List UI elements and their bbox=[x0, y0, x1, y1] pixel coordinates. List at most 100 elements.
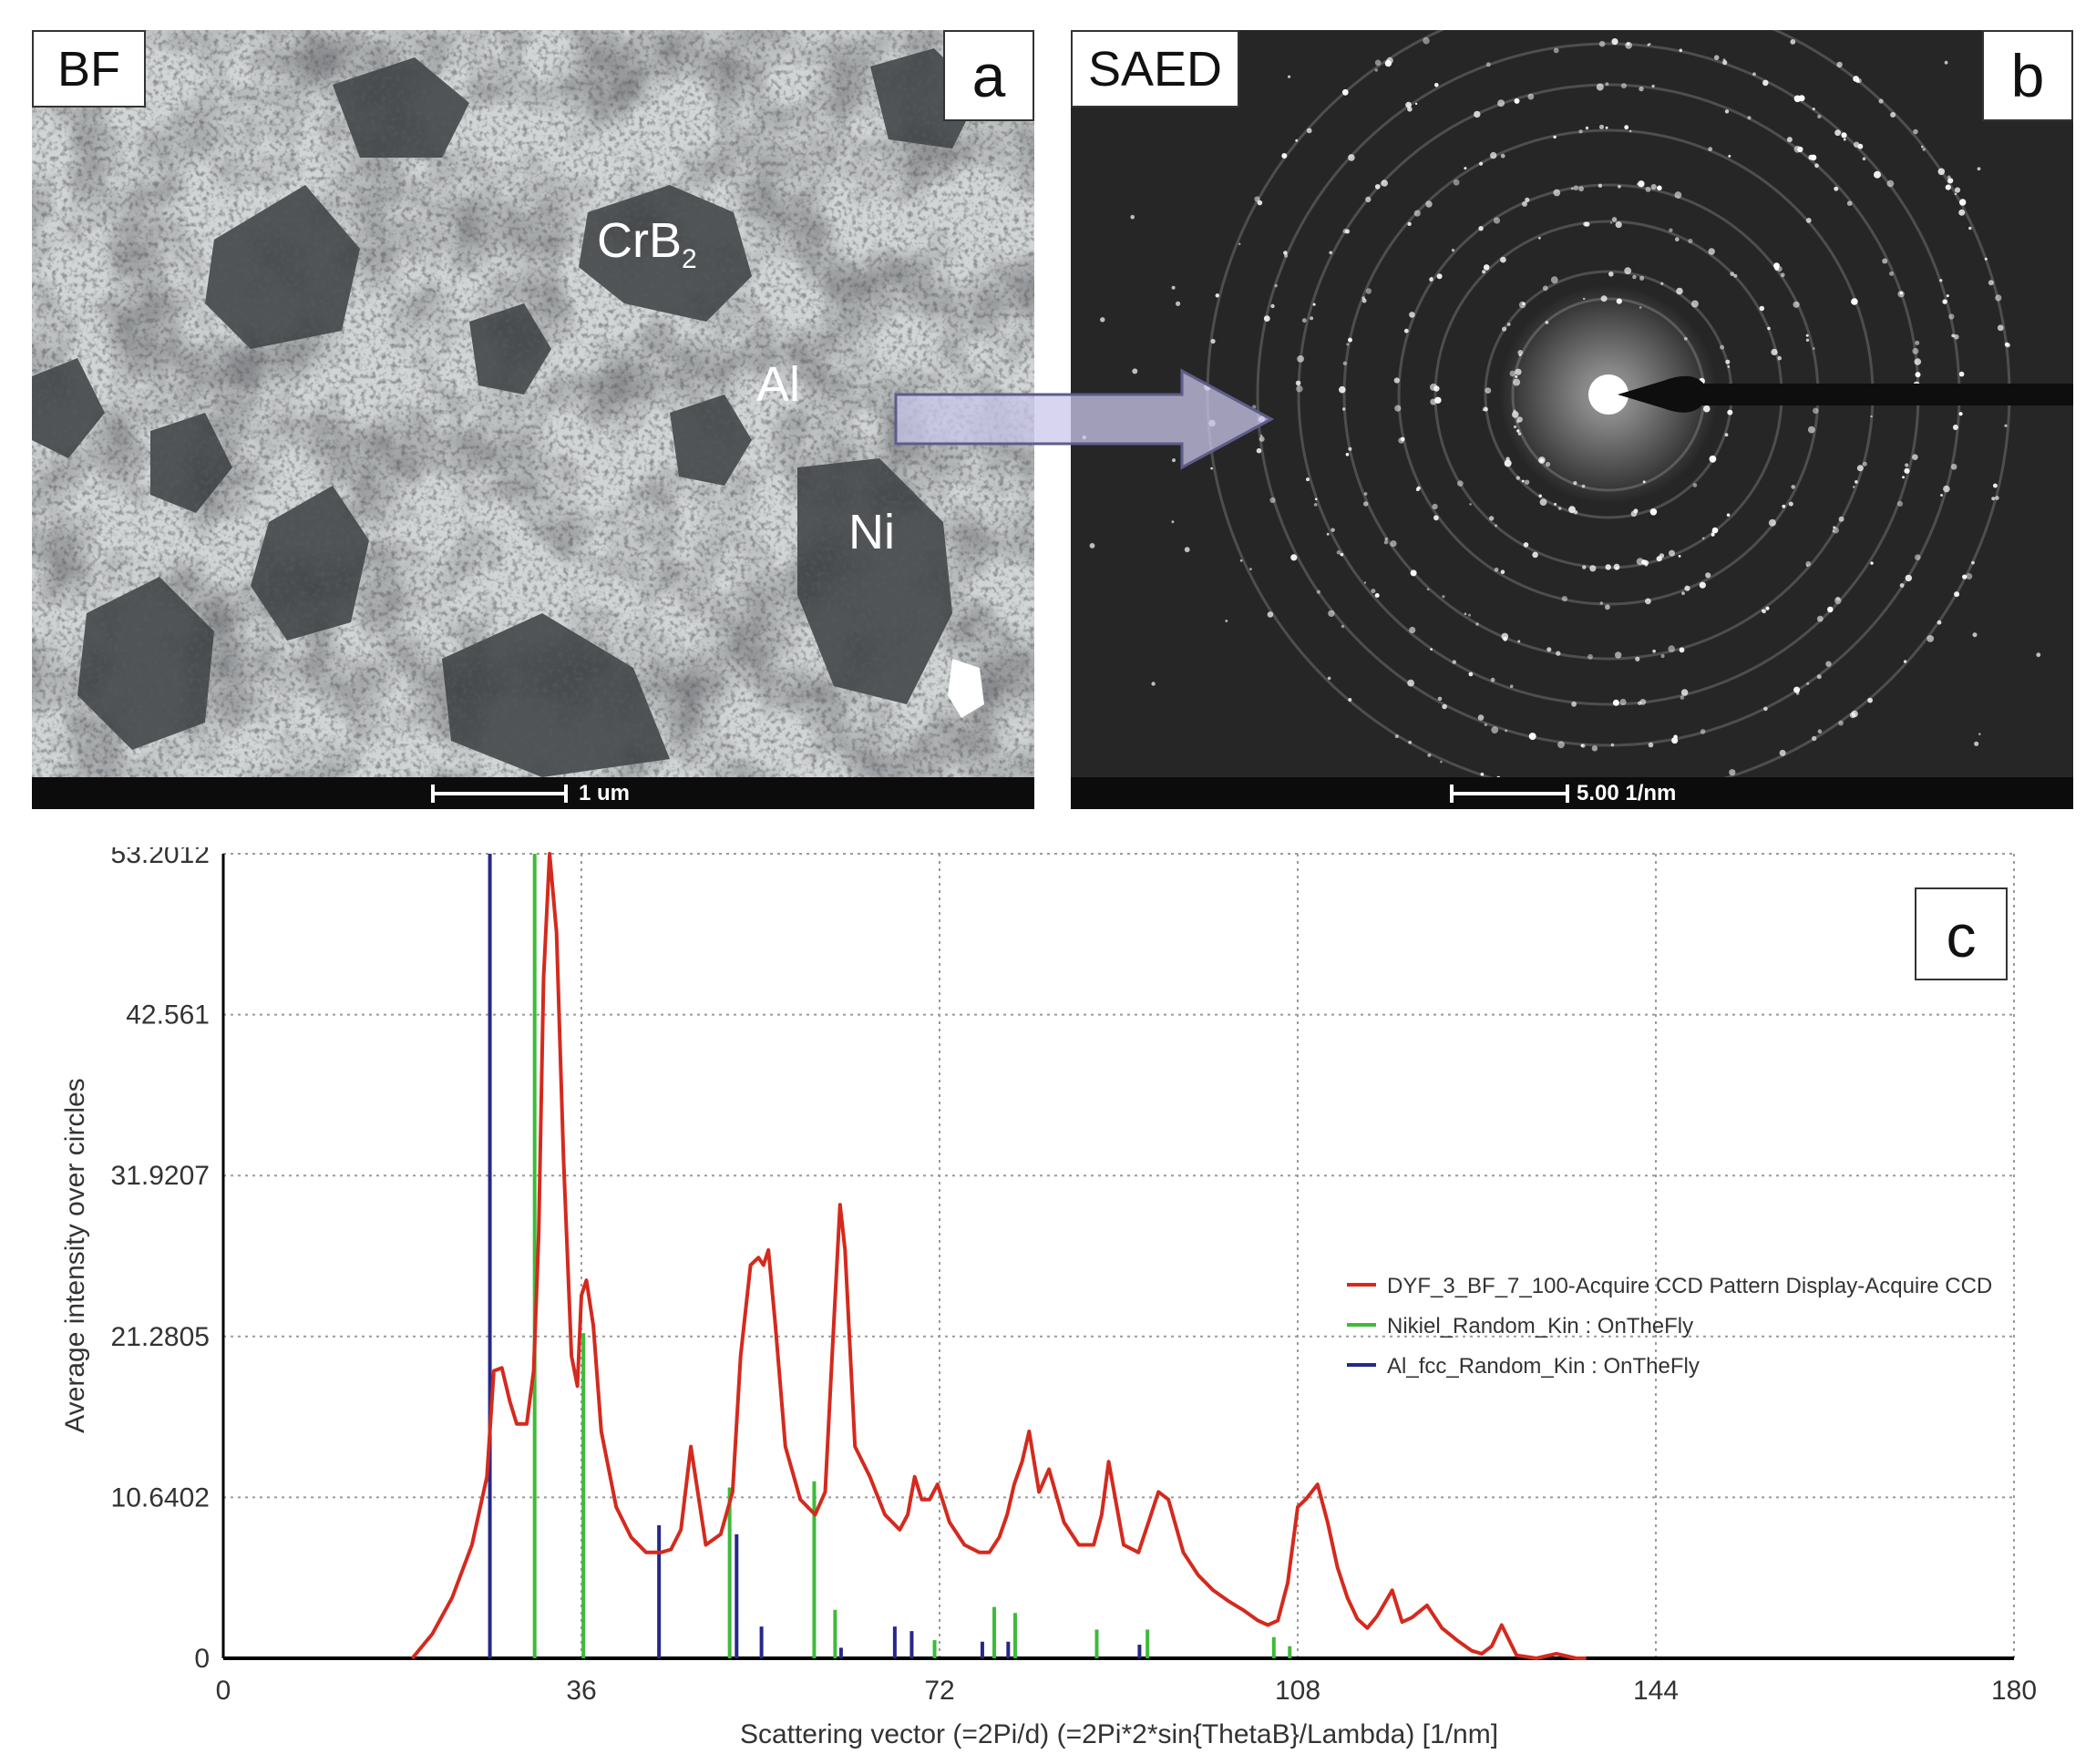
diffraction-spot bbox=[1611, 38, 1618, 46]
diffraction-spot bbox=[1252, 405, 1257, 409]
diffraction-spot bbox=[1765, 606, 1770, 610]
diffraction-spot bbox=[1914, 358, 1922, 365]
y-tick-label: 10.6402 bbox=[111, 1482, 210, 1513]
diffraction-spot bbox=[1812, 735, 1817, 742]
diffraction-spot bbox=[1434, 396, 1442, 404]
diffraction-spot bbox=[1853, 76, 1859, 82]
diffraction-spot bbox=[1768, 518, 1776, 527]
diffraction-spot bbox=[1649, 508, 1658, 516]
diffraction-spot bbox=[1942, 299, 1947, 304]
diffraction-spot bbox=[1922, 148, 1926, 151]
diffraction-spot bbox=[1480, 772, 1485, 776]
diffraction-spot bbox=[1578, 186, 1584, 192]
diffraction-spot bbox=[1915, 554, 1921, 560]
diffraction-spot bbox=[1874, 170, 1881, 179]
panel-c-letter: c bbox=[1947, 902, 1977, 969]
x-tick-label: 144 bbox=[1633, 1676, 1679, 1706]
diffraction-spot bbox=[1636, 183, 1639, 186]
diffraction-spot bbox=[1210, 338, 1216, 344]
diffraction-spot bbox=[1812, 108, 1815, 111]
diffraction-spot bbox=[1464, 612, 1467, 615]
diffraction-spot bbox=[1528, 733, 1536, 741]
diffraction-spot bbox=[1671, 737, 1679, 744]
diffraction-spot bbox=[1437, 696, 1443, 702]
diffraction-spot bbox=[1805, 560, 1812, 567]
diffraction-spot bbox=[1878, 98, 1884, 104]
diffraction-spot bbox=[1314, 497, 1318, 501]
diffraction-spot bbox=[1518, 301, 1526, 309]
diffraction-spot bbox=[1100, 317, 1105, 323]
diffraction-spot bbox=[1762, 609, 1764, 612]
diffraction-spot bbox=[1256, 447, 1262, 454]
diffraction-spot bbox=[1645, 598, 1651, 605]
diffraction-spot bbox=[1790, 39, 1796, 45]
diffraction-spot bbox=[1890, 112, 1896, 118]
diffraction-spot bbox=[1542, 285, 1548, 292]
diffraction-spot bbox=[1974, 741, 1979, 746]
diffraction-spot bbox=[1550, 276, 1558, 284]
diffraction-spot bbox=[1835, 596, 1841, 601]
diffraction-spot bbox=[1629, 129, 1632, 133]
diffraction-spot bbox=[1517, 640, 1521, 643]
diffraction-spot bbox=[1434, 83, 1439, 87]
diffraction-spot bbox=[1793, 145, 1802, 153]
diffraction-spot bbox=[1958, 412, 1963, 416]
diffraction-spot bbox=[1433, 515, 1439, 521]
diffraction-spot bbox=[1995, 294, 2002, 302]
diffraction-spot bbox=[1490, 151, 1497, 159]
diffraction-spot bbox=[1573, 509, 1578, 515]
diffraction-spot bbox=[1959, 199, 1967, 206]
legend-entry: DYF_3_BF_7_100-Acquire CCD Pattern Displ… bbox=[1387, 1274, 1992, 1298]
panel-b-scale-bar-label: 5.00 1/nm bbox=[1577, 781, 1677, 805]
diffraction-spot bbox=[1680, 689, 1689, 696]
diffraction-spot bbox=[1855, 480, 1858, 484]
diffraction-spot bbox=[1556, 651, 1561, 656]
diffraction-spot bbox=[1394, 405, 1402, 412]
diffraction-spot bbox=[1500, 569, 1505, 574]
diffraction-spot bbox=[1639, 86, 1644, 92]
diffraction-spot bbox=[1767, 326, 1771, 331]
diffraction-spot bbox=[1793, 301, 1800, 308]
diffraction-spot bbox=[1827, 606, 1834, 613]
diffraction-spot bbox=[1798, 95, 1805, 102]
diffraction-spot bbox=[1408, 740, 1413, 744]
diffraction-spot bbox=[1436, 273, 1443, 280]
diffraction-spot bbox=[1791, 485, 1795, 489]
diffraction-spot bbox=[1336, 550, 1341, 555]
diffraction-spot bbox=[1615, 567, 1618, 570]
diffraction-spot bbox=[1384, 537, 1388, 541]
diffraction-spot bbox=[1940, 494, 1943, 497]
diffraction-spot bbox=[1779, 749, 1786, 756]
diffraction-spot bbox=[1978, 733, 1981, 735]
x-tick-label: 108 bbox=[1275, 1676, 1320, 1706]
diffraction-spot bbox=[1625, 41, 1632, 49]
diffraction-spot bbox=[1374, 59, 1382, 67]
diffraction-spot bbox=[1546, 647, 1552, 652]
diffraction-spot bbox=[1849, 712, 1856, 719]
diffraction-spot bbox=[1553, 189, 1561, 197]
diffraction-spot bbox=[1582, 565, 1587, 569]
diffraction-spot bbox=[1668, 645, 1675, 652]
diffraction-spot bbox=[1316, 590, 1320, 594]
diffraction-spot bbox=[1684, 585, 1690, 591]
diffraction-spot bbox=[1326, 532, 1330, 536]
diffraction-spot bbox=[1701, 537, 1705, 540]
diffraction-spot bbox=[1705, 572, 1711, 579]
diffraction-spot bbox=[1172, 458, 1176, 463]
diffraction-spot bbox=[1591, 745, 1598, 752]
diffraction-spot bbox=[1624, 267, 1632, 275]
diffraction-spot bbox=[1348, 154, 1355, 161]
diffraction-spot bbox=[1681, 591, 1685, 595]
diffraction-spot bbox=[1297, 355, 1304, 363]
diffraction-spot bbox=[1808, 154, 1814, 160]
diffraction-spot bbox=[1341, 88, 1349, 96]
diffraction-spot bbox=[1690, 300, 1699, 308]
diffraction-spot bbox=[1832, 527, 1839, 534]
diffraction-spot bbox=[1993, 483, 1998, 488]
diffraction-spot bbox=[1381, 179, 1388, 187]
diffraction-spot bbox=[1915, 372, 1921, 378]
diffraction-spot bbox=[1945, 184, 1951, 190]
diffraction-spot bbox=[1997, 324, 2004, 332]
diffraction-spot bbox=[1523, 542, 1529, 548]
diffraction-spot bbox=[1660, 653, 1665, 659]
